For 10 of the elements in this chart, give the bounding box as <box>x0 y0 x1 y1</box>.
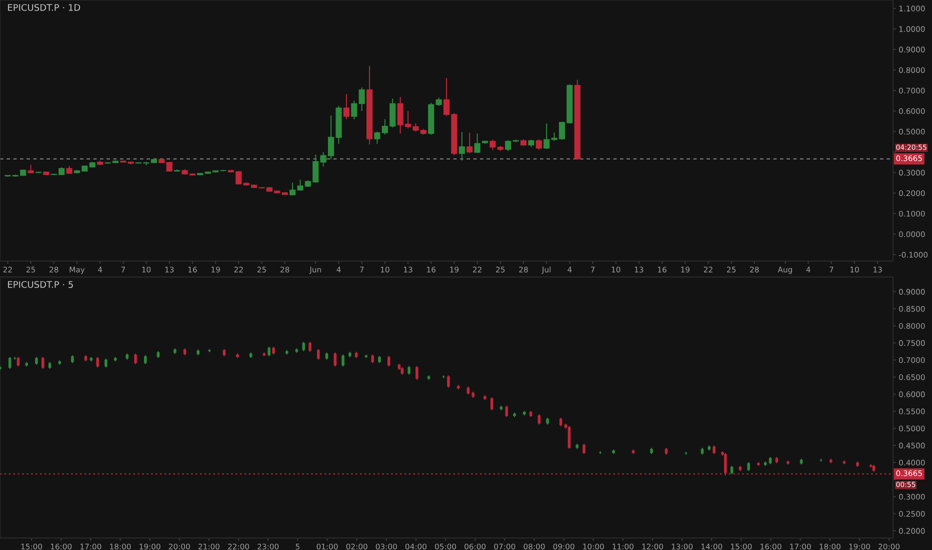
candlestick <box>458 132 465 161</box>
candlestick <box>536 138 542 150</box>
chart-title: EPICUSDT.P · 1D <box>8 4 80 11</box>
chart-title: EPICUSDT.P · 5 <box>8 281 73 288</box>
candlestick <box>490 139 496 150</box>
candlestick <box>474 133 480 154</box>
candlestick <box>351 100 358 120</box>
candlestick <box>358 86 365 112</box>
candlestick <box>343 93 350 120</box>
candlestick <box>466 132 473 154</box>
